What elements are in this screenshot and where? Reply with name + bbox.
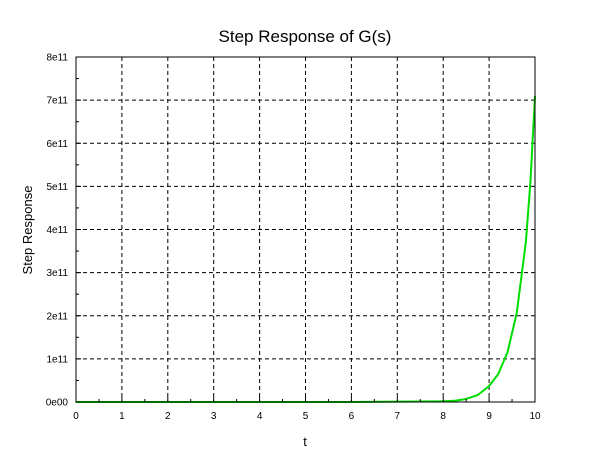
x-tick-label: 8 [440,411,446,422]
x-tick-label: 0 [73,411,79,422]
y-axis-label: Step Response [20,186,35,275]
x-tick-label: 10 [529,411,541,422]
x-tick-label: 5 [303,411,309,422]
grid-lines [76,57,535,402]
y-ticks: 0e00 1e11 2e11 3e11 4e11 5e11 6e11 7e11 8e11 [46,53,81,409]
y-tick-label: 2e11 [46,311,68,322]
x-tick-label: 7 [395,411,401,422]
x-tick-label: 9 [486,411,492,422]
x-tick-label: 6 [349,411,355,422]
x-tick-label: 1 [119,411,125,422]
y-tick-label: 4e11 [46,225,68,236]
y-tick-label: 8e11 [46,53,68,64]
y-tick-label: 1e11 [46,354,68,365]
chart-title: Step Response of G(s) [219,27,392,46]
y-tick-label: 6e11 [46,139,68,150]
x-tick-label: 3 [211,411,217,422]
y-tick-label: 7e11 [46,96,68,107]
x-axis-label: t [303,434,307,449]
y-tick-label: 5e11 [46,182,68,193]
y-tick-label: 0e00 [46,398,69,409]
x-tick-label: 2 [165,411,171,422]
x-ticks: 0 1 2 3 4 5 6 7 8 9 10 [73,397,541,422]
x-tick-label: 4 [257,411,263,422]
y-tick-label: 3e11 [46,268,68,279]
